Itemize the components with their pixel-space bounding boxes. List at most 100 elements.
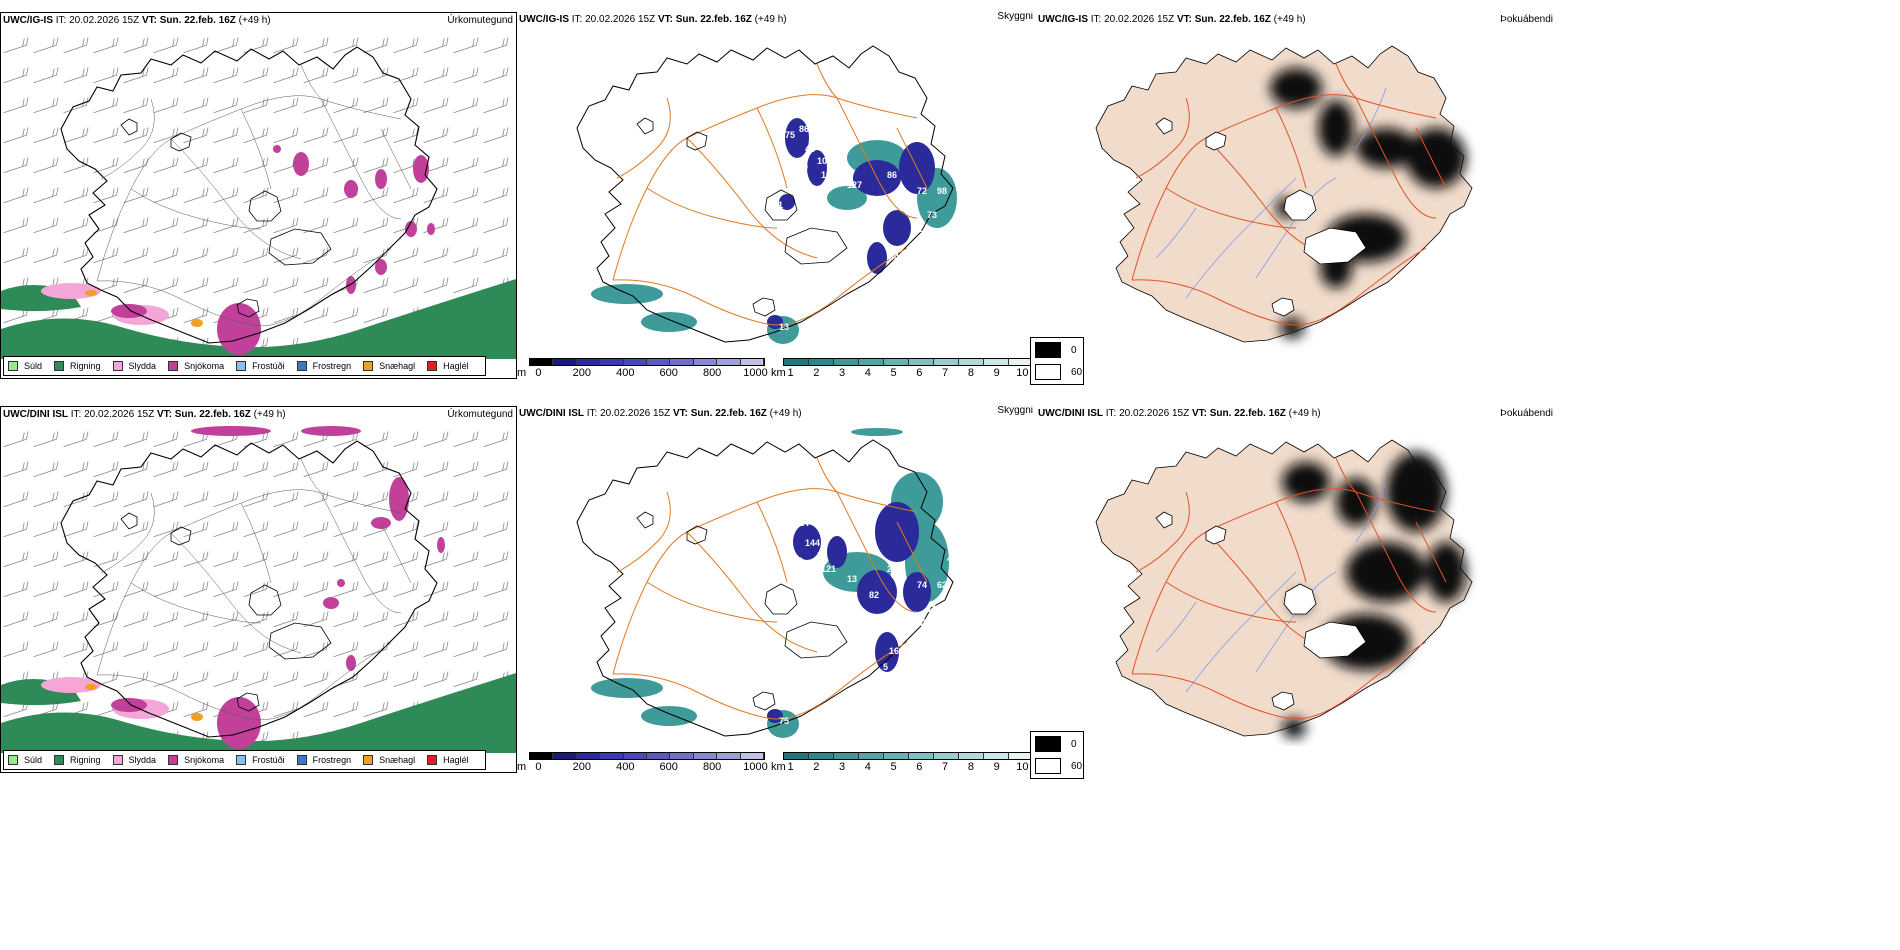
visibility-value-label: 48 <box>805 144 815 154</box>
glacier-outline <box>636 511 654 529</box>
visibility-area <box>641 706 697 726</box>
legend-label: Slydda <box>128 361 157 371</box>
visibility-area <box>875 502 919 562</box>
wind-barb <box>3 581 29 598</box>
road-line <box>380 522 412 584</box>
panel-title: Úrkomutegund <box>447 409 513 420</box>
wind-barb <box>153 551 179 568</box>
wind-barb <box>183 641 209 658</box>
wind-barb <box>393 97 419 114</box>
wind-barb <box>273 641 299 658</box>
road-line <box>130 582 262 624</box>
colorbar-unit: m <box>517 367 527 379</box>
visibility-value-label: 12 <box>837 604 847 614</box>
wind-barb <box>423 641 449 658</box>
visibility-area <box>903 572 931 612</box>
fog-map <box>1095 45 1473 343</box>
wind-barb <box>63 187 89 204</box>
wind-barb <box>393 641 419 658</box>
wind-barb <box>63 37 89 54</box>
wind-barb <box>93 431 119 448</box>
visibility-value-label: 86 <box>799 124 809 134</box>
colorbar-cell <box>600 753 624 759</box>
wind-barb <box>33 641 59 658</box>
wind-barb <box>153 127 179 144</box>
road-line <box>96 95 402 282</box>
wind-barb <box>483 187 509 204</box>
wind-barb <box>93 521 119 538</box>
legend-label: Frostúði <box>252 361 285 371</box>
wind-barb <box>243 37 269 54</box>
visibility-value-label: 31 <box>913 224 923 234</box>
road-line <box>240 502 272 584</box>
snow-area <box>217 697 261 749</box>
wind-barb <box>303 97 329 114</box>
snowhail-area <box>191 319 203 327</box>
colorbar-cell <box>934 753 959 759</box>
colorbar-tick-label: 200 <box>572 367 592 379</box>
wind-barb <box>153 581 179 598</box>
wind-barb <box>153 187 179 204</box>
visibility-area <box>785 118 809 158</box>
wind-barb <box>123 277 149 294</box>
legend-swatch <box>236 361 247 371</box>
road-line <box>1355 491 1437 613</box>
wind-barb <box>273 97 299 114</box>
wind-barb <box>483 67 509 84</box>
wind-barb <box>453 277 479 294</box>
wind-barb <box>63 521 89 538</box>
legend-item: Frostregn <box>296 755 351 765</box>
wind-barb <box>153 521 179 538</box>
wind-barb <box>393 277 419 294</box>
snow-area <box>217 303 261 355</box>
colorbar-tick-label: 800 <box>702 367 722 379</box>
wind-barb <box>63 127 89 144</box>
visibility-area <box>883 210 911 246</box>
wind-barb <box>273 521 299 538</box>
glacier-outline <box>1283 583 1317 615</box>
road-line <box>612 247 908 326</box>
road-line <box>1335 63 1357 99</box>
visibility-value-label: 121 <box>821 564 836 574</box>
visibility-value-label: 12 <box>785 524 795 534</box>
valid-time: Sun. 22.feb. 16Z <box>1209 408 1286 419</box>
wind-barb <box>123 97 149 114</box>
wind-barb <box>213 611 239 628</box>
wind-barb <box>333 217 359 234</box>
wind-barb <box>63 461 89 478</box>
visibility-value-label: 73 <box>927 210 937 220</box>
glacier-outline <box>1155 117 1173 135</box>
wind-barb <box>393 431 419 448</box>
fog-area <box>1280 318 1304 338</box>
wind-barb <box>3 521 29 538</box>
wind-barb <box>453 217 479 234</box>
colorbar-ticks: 1 2 3 4 5 6 7 8 9 10 <box>783 760 1035 774</box>
glacier-outline <box>248 190 282 222</box>
snow-area <box>413 155 429 183</box>
legend-label: Snjókoma <box>184 361 225 371</box>
legend-swatch <box>363 755 374 765</box>
wind-barb <box>153 37 179 54</box>
road-line <box>1165 187 1297 229</box>
glacier-outline <box>170 132 192 152</box>
fog-legend-row2: 0 60 <box>1030 731 1084 779</box>
wind-barb <box>63 67 89 84</box>
fog-area <box>1270 68 1322 108</box>
wind-barb <box>213 521 239 538</box>
wind-barb <box>123 641 149 658</box>
legend-swatch <box>168 361 179 371</box>
colorbar-strip <box>529 358 765 366</box>
colorbar-tick-label: 2 <box>813 761 820 773</box>
visibility-value-label: 41 <box>817 240 827 250</box>
fog-area <box>1346 542 1426 602</box>
road-line <box>612 641 908 720</box>
glacier-outline <box>764 583 798 615</box>
precip-map <box>1 37 516 359</box>
wind-barb <box>33 431 59 448</box>
wind-barb <box>273 37 299 54</box>
road-line <box>686 137 818 259</box>
road-line <box>816 457 838 493</box>
snow-area <box>389 477 409 521</box>
colorbar-cell <box>984 359 1009 365</box>
